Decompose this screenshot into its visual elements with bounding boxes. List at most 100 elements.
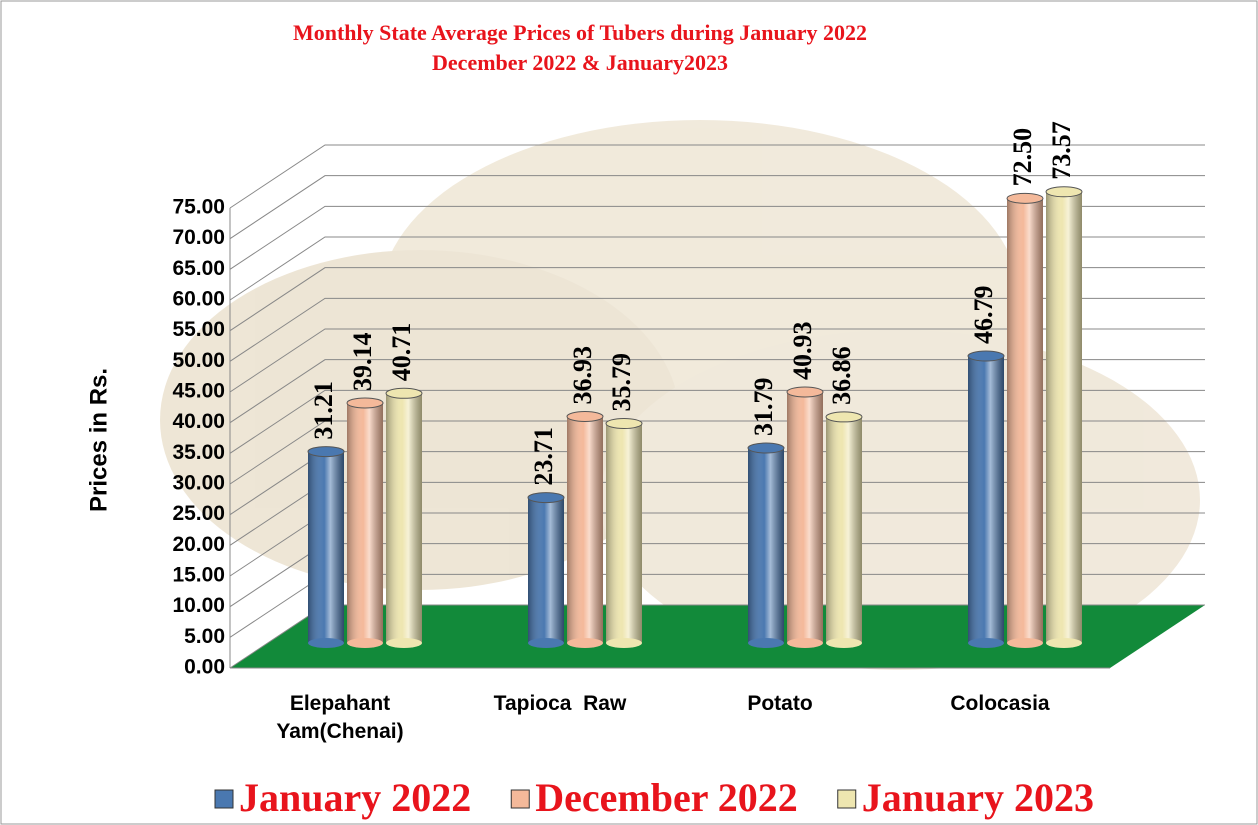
bar — [566, 410, 604, 648]
bar-top — [1045, 186, 1083, 198]
bar-shade — [826, 416, 862, 643]
grid-line — [229, 389, 1205, 454]
bar — [346, 397, 384, 648]
bar-base — [308, 638, 344, 648]
legend-label: January 2023 — [862, 775, 1094, 820]
y-tick-label: 50.00 — [172, 349, 225, 372]
bar-top — [385, 387, 423, 399]
bar-shade — [1007, 198, 1043, 644]
bar-top — [825, 411, 863, 423]
bar-top — [1006, 192, 1044, 204]
y-tick-label: 65.00 — [172, 257, 225, 280]
bar-top — [786, 386, 824, 398]
y-tick-label: 0.00 — [184, 656, 225, 679]
bar-base — [1046, 638, 1082, 648]
x-tick-label-box: Elepahant Yam(Chenai) — [276, 692, 404, 743]
grid-line — [229, 359, 1205, 424]
grid-line — [229, 144, 1205, 209]
bar-base — [567, 638, 603, 648]
data-label: 40.71 — [387, 323, 416, 382]
x-tick-label-box: Potato — [747, 692, 813, 715]
x-tick-label: Potato — [747, 692, 813, 715]
legend-swatch — [214, 789, 234, 809]
bar — [786, 386, 824, 648]
y-tick-label: 45.00 — [172, 380, 225, 403]
y-tick-label: 40.00 — [172, 410, 225, 433]
data-label: 36.93 — [568, 346, 597, 405]
bar — [825, 411, 863, 648]
y-tick-label: 70.00 — [172, 226, 225, 249]
data-label: 72.50 — [1008, 128, 1037, 187]
y-tick-label: 10.00 — [172, 594, 225, 617]
bar — [527, 492, 565, 648]
y-tick-label: 75.00 — [172, 196, 225, 219]
y-tick-label: 60.00 — [172, 288, 225, 311]
bar-base — [606, 638, 642, 648]
bar-top — [967, 350, 1005, 362]
grid-line — [229, 175, 1205, 240]
data-label: 35.79 — [607, 353, 636, 412]
data-label: 46.79 — [969, 286, 998, 345]
bar — [967, 350, 1005, 648]
bar-top — [747, 442, 785, 454]
bar-base — [1007, 638, 1043, 648]
bar — [1045, 186, 1083, 648]
bar — [385, 387, 423, 648]
x-tick-label: Elepahant Yam(Chenai) — [276, 692, 404, 743]
y-tick-label: 25.00 — [172, 502, 225, 525]
bar-shade — [606, 423, 642, 643]
bar-base — [386, 638, 422, 648]
y-axis-label: Prices in Rs. — [85, 368, 112, 512]
bar-shade — [308, 451, 344, 643]
bar-base — [347, 638, 383, 648]
x-tick-label: Tapioca Raw — [493, 692, 627, 715]
data-label: 36.86 — [827, 346, 856, 405]
bar — [1006, 192, 1044, 648]
bar-base — [787, 638, 823, 648]
grid-line — [229, 328, 1205, 393]
grid-line — [229, 297, 1205, 362]
bar-shade — [968, 356, 1004, 643]
legend-swatch — [837, 789, 857, 809]
bar-shade — [787, 391, 823, 643]
y-tick-label: 30.00 — [172, 472, 225, 495]
legend-label: January 2022 — [239, 775, 471, 820]
bar-base — [528, 638, 564, 648]
bar-top — [307, 446, 345, 458]
data-label: 31.79 — [749, 378, 778, 437]
bar-shade — [748, 448, 784, 643]
grid-line — [229, 205, 1205, 270]
data-label: 39.14 — [348, 332, 377, 391]
grid-line — [229, 267, 1205, 332]
chart-title: December 2022 & January2023 — [432, 50, 728, 75]
y-tick-label: 15.00 — [172, 564, 225, 587]
bar-base — [748, 638, 784, 648]
x-tick-label: Colocasia — [950, 692, 1050, 715]
bar-shade — [528, 497, 564, 643]
bar-top — [566, 410, 604, 422]
chart-title: Monthly State Average Prices of Tubers d… — [293, 20, 867, 45]
bar-base — [826, 638, 862, 648]
bar — [747, 442, 785, 648]
bar — [307, 446, 345, 648]
data-label: 31.21 — [309, 381, 338, 440]
bar-top — [527, 492, 565, 504]
grid-line — [229, 236, 1205, 301]
y-tick-label: 55.00 — [172, 318, 225, 341]
bar-base — [968, 638, 1004, 648]
bar — [605, 417, 643, 648]
legend-label: December 2022 — [535, 775, 798, 820]
bar-top — [605, 417, 643, 429]
grid-line — [229, 420, 1205, 485]
bar-shade — [1046, 191, 1082, 643]
x-tick-label-box: Tapioca Raw — [493, 692, 627, 715]
y-tick-label: 5.00 — [184, 625, 225, 648]
floor — [230, 605, 1205, 668]
data-label: 23.71 — [529, 427, 558, 486]
x-tick-label-box: Colocasia — [950, 692, 1050, 715]
y-tick-label: 35.00 — [172, 441, 225, 464]
legend-swatch — [510, 789, 530, 809]
y-tick-label: 20.00 — [172, 533, 225, 556]
bar-top — [346, 397, 384, 409]
